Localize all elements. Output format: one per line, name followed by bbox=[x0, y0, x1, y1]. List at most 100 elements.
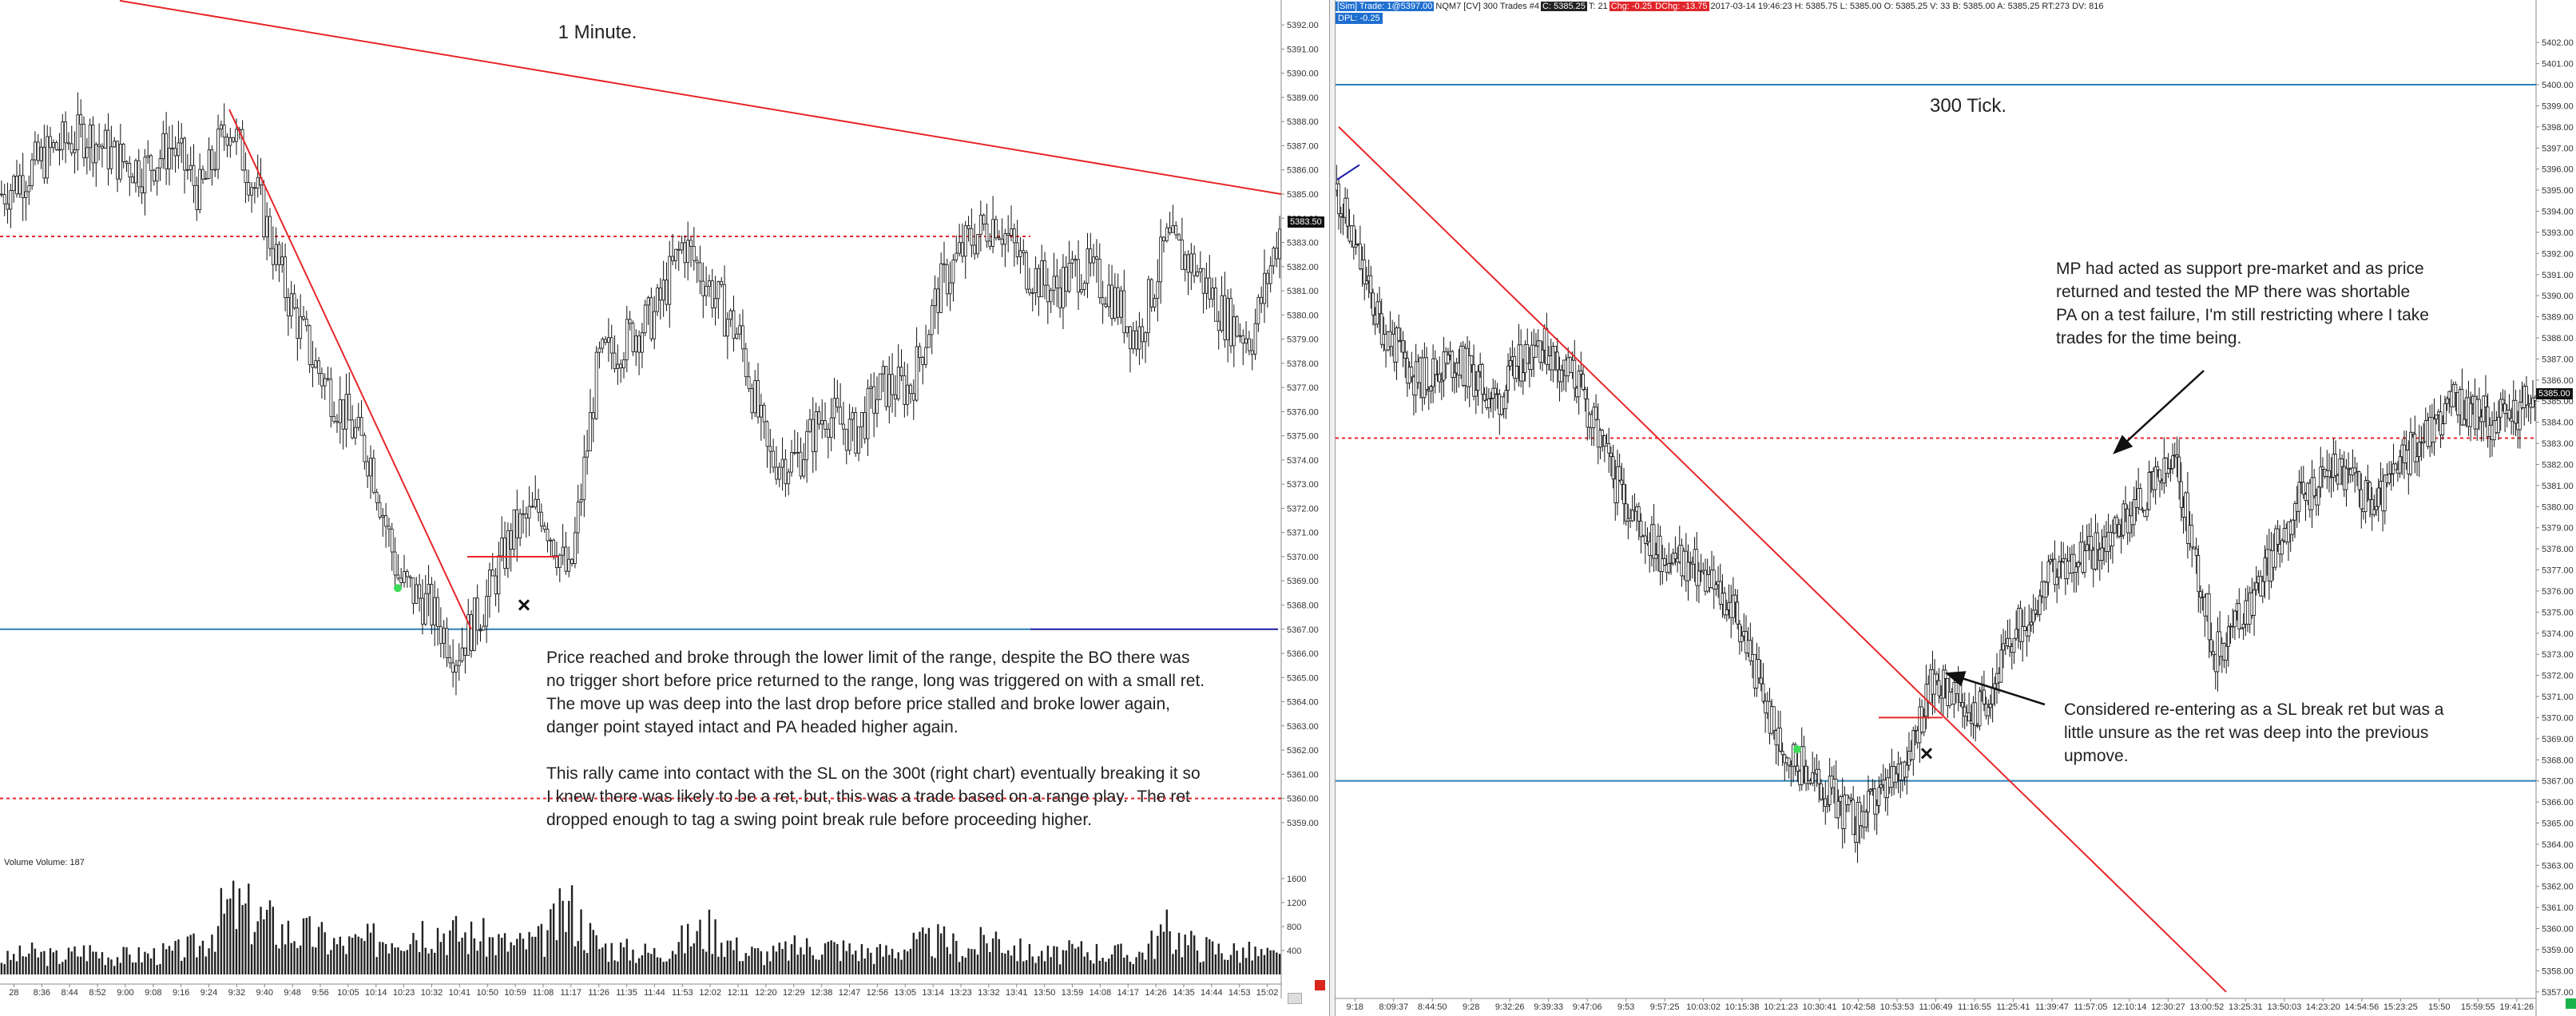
right-chart-panel[interactable]: 5402.00 5401.00 5400.00 5399.00 5398.00 5397.… bbox=[1336, 0, 2576, 1016]
volume-bar bbox=[451, 920, 454, 974]
price-bar-body bbox=[1006, 233, 1010, 236]
price-bar-body bbox=[2469, 403, 2473, 427]
volume-bar bbox=[40, 951, 42, 974]
price-bar-body bbox=[1220, 295, 1224, 331]
volume-bar bbox=[1144, 959, 1147, 974]
right-stop-marker[interactable] bbox=[2566, 998, 2576, 1009]
price-bar-body bbox=[1669, 562, 1673, 565]
pane-divider[interactable] bbox=[1329, 0, 1336, 1016]
volume-bar bbox=[427, 953, 430, 974]
volume-bar bbox=[693, 943, 696, 974]
price-bar-body bbox=[799, 451, 803, 477]
price-bar-body bbox=[839, 407, 843, 425]
price-bar-body bbox=[34, 141, 37, 161]
price-axis-label: 5359.00 bbox=[2542, 946, 2574, 955]
volume-bar bbox=[1251, 960, 1253, 974]
price-bar-body bbox=[1165, 227, 1169, 241]
volume-bar bbox=[744, 953, 747, 974]
price-bar-body bbox=[2233, 610, 2237, 628]
price-bar-body bbox=[878, 373, 882, 400]
volume-bar bbox=[585, 953, 589, 974]
volume-bar bbox=[296, 947, 299, 974]
time-axis-label: 10:50 bbox=[476, 988, 498, 998]
price-bar-body bbox=[268, 216, 272, 249]
volume-bar bbox=[348, 936, 351, 974]
price-bar-body bbox=[918, 346, 922, 359]
time-axis-label: 13:50:03 bbox=[2267, 1002, 2301, 1012]
left-stop-marker[interactable] bbox=[1315, 980, 1325, 990]
price-bar-body bbox=[2394, 463, 2398, 470]
price-bar-body bbox=[1598, 430, 1602, 448]
volume-bar bbox=[872, 963, 875, 974]
volume-axis-label: 400 bbox=[1287, 947, 1301, 956]
price-bar-body bbox=[1658, 535, 1662, 572]
price-axis-label: 5367.00 bbox=[1287, 625, 1319, 635]
price-bar-body bbox=[2034, 609, 2038, 614]
volume-bar bbox=[470, 921, 473, 974]
price-bar-body bbox=[747, 376, 751, 390]
volume-bar bbox=[153, 948, 156, 974]
time-axis-label: 15:23:25 bbox=[2383, 1002, 2418, 1012]
price-bar-body bbox=[189, 165, 193, 170]
volume-bar bbox=[891, 948, 894, 974]
price-bar-body bbox=[2199, 591, 2202, 598]
sim-trade-tag[interactable]: [Sim] Trade: 1@5397.00 bbox=[1336, 2, 1435, 11]
volume-bar bbox=[186, 936, 189, 974]
volume-bar bbox=[1058, 964, 1062, 974]
price-bar-body bbox=[1982, 689, 1986, 704]
volume-bar bbox=[604, 943, 607, 974]
price-bar-body bbox=[671, 256, 674, 262]
daily-change-value: DChg: -13.75 bbox=[1653, 2, 1709, 11]
price-bar-body bbox=[2328, 470, 2331, 478]
price-axis-label: 5368.00 bbox=[1287, 601, 1319, 610]
time-axis-label: 9:56 bbox=[312, 988, 328, 998]
price-bar-body bbox=[1146, 279, 1150, 333]
price-axis-label: 5373.00 bbox=[2542, 650, 2574, 660]
main-trendline bbox=[1338, 126, 2227, 993]
price-bar-body bbox=[637, 335, 641, 353]
price-bar-body bbox=[1725, 609, 1729, 616]
price-bar-body bbox=[1049, 289, 1053, 303]
price-bar-body bbox=[1438, 373, 1442, 383]
volume-bar bbox=[812, 955, 814, 974]
price-bar-body bbox=[2398, 456, 2402, 474]
price-bar-body bbox=[335, 421, 339, 423]
price-bar-body bbox=[284, 256, 287, 298]
price-bar-body bbox=[418, 584, 422, 599]
volume-bar bbox=[637, 958, 641, 974]
price-bar-body bbox=[170, 147, 174, 149]
price-bar-body bbox=[589, 412, 592, 451]
price-bar-body bbox=[609, 337, 613, 354]
price-bar-body bbox=[494, 575, 498, 595]
price-bar-body bbox=[1110, 284, 1113, 319]
price-bar-body bbox=[1062, 267, 1065, 308]
volume-bar bbox=[583, 950, 585, 974]
volume-bar bbox=[644, 943, 646, 974]
price-bar-body bbox=[2156, 466, 2160, 470]
price-bar-body bbox=[1476, 371, 1480, 391]
volume-bar bbox=[1001, 952, 1003, 974]
price-bar-body bbox=[2158, 469, 2161, 482]
left-scroll-button[interactable] bbox=[1288, 993, 1302, 1004]
volume-bar bbox=[43, 951, 46, 974]
price-bar-body bbox=[1217, 320, 1221, 331]
volume-bar bbox=[113, 966, 116, 974]
price-bar-body bbox=[2301, 482, 2305, 495]
price-bar-body bbox=[891, 374, 894, 395]
volume-bar bbox=[537, 926, 540, 974]
left-chart-panel[interactable]: 5392.00 5391.00 5390.00 5389.00 5388.00 5387.… bbox=[0, 0, 1329, 1016]
price-bar-body bbox=[2297, 482, 2301, 512]
left-chart-canvas[interactable]: 5392.00 5391.00 5390.00 5389.00 5388.00 5387.… bbox=[0, 0, 1329, 1016]
volume-bar bbox=[570, 885, 574, 974]
price-bar-body bbox=[1352, 225, 1355, 248]
price-bar-body bbox=[1337, 183, 1340, 214]
price-bar-body bbox=[1113, 287, 1117, 319]
price-bar-body bbox=[1064, 267, 1068, 292]
right-chart-canvas[interactable]: 5402.00 5401.00 5400.00 5399.00 5398.00 5397.… bbox=[1336, 0, 2576, 1016]
price-bar-body bbox=[2435, 414, 2439, 420]
volume-bar bbox=[64, 959, 67, 974]
volume-bar bbox=[73, 946, 76, 974]
volume-bar bbox=[1175, 949, 1177, 974]
price-bar-body bbox=[1761, 683, 1765, 702]
volume-bar bbox=[443, 933, 445, 974]
